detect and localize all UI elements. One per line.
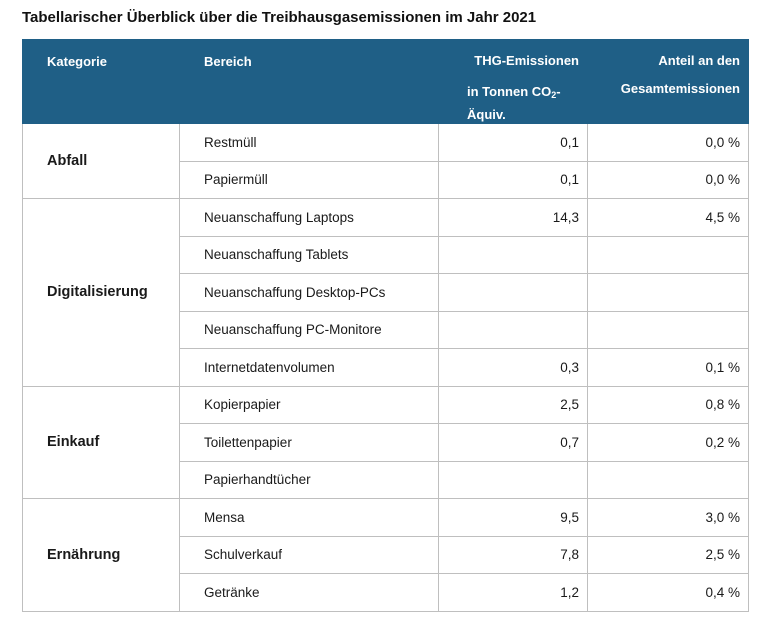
header-row: Kategorie Bereich THG-Emissionen in Tonn…	[22, 39, 749, 124]
emissions-cell: 14,3	[438, 198, 588, 237]
header-emissions-line3: Äquiv.	[467, 107, 506, 122]
header-emissions-line2: in Tonnen CO2-	[467, 72, 579, 107]
share-cell: 4,5 %	[587, 198, 749, 237]
table-row: Getränke 1,2 0,4 %	[23, 573, 749, 612]
table-row: Papiermüll 0,1 0,0 %	[23, 160, 749, 199]
share-cell: 0,8 %	[587, 385, 749, 424]
area-cell: Neuanschaffung Desktop-PCs	[179, 273, 439, 312]
emissions-cell: 0,1	[438, 160, 588, 199]
category-cell: Ernährung	[22, 498, 180, 612]
emissions-cell	[438, 235, 588, 274]
table-row: Schulverkauf 7,8 2,5 %	[23, 535, 749, 574]
emissions-cell	[438, 310, 588, 349]
area-cell: Neuanschaffung Laptops	[179, 198, 439, 237]
emissions-cell: 2,5	[438, 385, 588, 424]
category-cell: Abfall	[22, 123, 180, 199]
area-cell: Getränke	[179, 573, 439, 612]
share-cell	[587, 460, 749, 499]
table-row: Internetdatenvolumen 0,3 0,1 %	[23, 348, 749, 387]
category-cell: Digitalisierung	[22, 198, 180, 387]
table-row: Neuanschaffung PC-Monitore	[23, 310, 749, 349]
emissions-cell: 0,1	[438, 123, 588, 162]
emissions-cell: 7,8	[438, 535, 588, 574]
header-share: Anteil an den Gesamtemissionen	[587, 39, 749, 124]
header-emissions-line2-post: -	[556, 84, 561, 99]
emissions-table: Kategorie Bereich THG-Emissionen in Tonn…	[22, 39, 749, 612]
header-share-line1: Anteil an den	[658, 53, 740, 68]
area-cell: Mensa	[179, 498, 439, 537]
table-row: Ernährung Mensa 9,5 3,0 %	[22, 498, 749, 612]
table-row: Neuanschaffung Tablets	[23, 235, 749, 274]
emissions-cell	[438, 460, 588, 499]
share-cell	[587, 273, 749, 312]
area-cell: Neuanschaffung PC-Monitore	[179, 310, 439, 349]
header-emissions-line1: THG-Emissionen	[474, 53, 579, 68]
share-cell: 2,5 %	[587, 535, 749, 574]
emissions-cell	[438, 273, 588, 312]
table-title: Tabellarischer Überblick über die Treibh…	[22, 9, 537, 26]
share-cell: 0,4 %	[587, 573, 749, 612]
area-cell: Papiermüll	[179, 160, 439, 199]
header-emissions-subscript: 2	[551, 90, 557, 100]
area-cell: Kopierpapier	[179, 385, 439, 424]
area-cell: Toilettenpapier	[179, 423, 439, 462]
area-cell: Papierhandtücher	[179, 460, 439, 499]
share-cell: 0,2 %	[587, 423, 749, 462]
table-row: Abfall Restmüll 0,1 0,0 %	[22, 123, 749, 199]
category-cell: Einkauf	[22, 385, 180, 499]
table-row: Neuanschaffung Desktop-PCs	[23, 273, 749, 312]
area-cell: Restmüll	[179, 123, 439, 162]
table-row: Digitalisierung Neuanschaffung Laptops 14,…	[22, 198, 749, 387]
table-row: Papierhandtücher	[23, 460, 749, 499]
emissions-cell: 0,7	[438, 423, 588, 462]
header-emissions-line2-pre: in Tonnen CO	[467, 84, 552, 99]
emissions-cell: 1,2	[438, 573, 588, 612]
table-body: Abfall Restmüll 0,1 0,0 % Papiermüll 0,1 0,0 %…	[22, 123, 749, 612]
share-cell	[587, 235, 749, 274]
emissions-cell: 0,3	[438, 348, 588, 387]
area-cell: Neuanschaffung Tablets	[179, 235, 439, 274]
emissions-cell: 9,5	[438, 498, 588, 537]
header-area: Bereich	[179, 39, 439, 124]
table-row: Einkauf Kopierpapier 2,5 0,8 %	[22, 385, 749, 499]
header-category: Kategorie	[22, 39, 180, 124]
area-cell: Internetdatenvolumen	[179, 348, 439, 387]
share-cell	[587, 310, 749, 349]
share-cell: 3,0 %	[587, 498, 749, 537]
header-share-line2: Gesamtemissionen	[620, 81, 740, 96]
area-cell: Schulverkauf	[179, 535, 439, 574]
table-row: Toilettenpapier 0,7 0,2 %	[23, 423, 749, 462]
share-cell: 0,0 %	[587, 123, 749, 162]
share-cell: 0,1 %	[587, 348, 749, 387]
share-cell: 0,0 %	[587, 160, 749, 199]
header-emissions: THG-Emissionen in Tonnen CO2- Äquiv.	[438, 39, 588, 124]
table-header: Kategorie Bereich THG-Emissionen in Tonn…	[22, 39, 749, 124]
